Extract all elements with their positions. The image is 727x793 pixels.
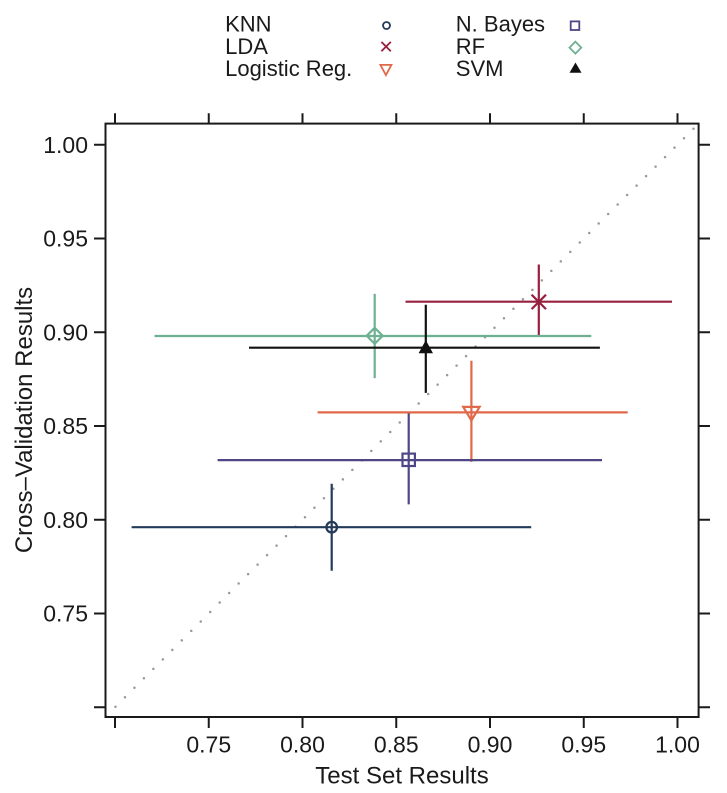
svg-text:0.80: 0.80 bbox=[43, 507, 88, 533]
svg-text:0.85: 0.85 bbox=[374, 732, 419, 758]
svg-text:KNN: KNN bbox=[225, 12, 271, 37]
svg-text:0.95: 0.95 bbox=[43, 226, 88, 252]
svg-text:Cross–Validation Results: Cross–Validation Results bbox=[11, 287, 38, 553]
svg-text:1.00: 1.00 bbox=[655, 732, 700, 758]
svg-text:1.00: 1.00 bbox=[43, 132, 88, 158]
svg-text:SVM: SVM bbox=[456, 56, 504, 81]
svg-text:0.75: 0.75 bbox=[186, 732, 231, 758]
svg-text:0.85: 0.85 bbox=[43, 413, 88, 439]
svg-text:RF: RF bbox=[456, 34, 485, 59]
svg-text:0.75: 0.75 bbox=[43, 601, 88, 627]
svg-text:Test Set Results: Test Set Results bbox=[315, 763, 488, 790]
svg-text:N. Bayes: N. Bayes bbox=[456, 12, 545, 37]
svg-text:0.80: 0.80 bbox=[280, 732, 325, 758]
svg-text:LDA: LDA bbox=[225, 34, 268, 59]
svg-text:0.90: 0.90 bbox=[468, 732, 513, 758]
svg-text:Logistic Reg.: Logistic Reg. bbox=[225, 56, 352, 81]
svg-text:0.95: 0.95 bbox=[561, 732, 606, 758]
svg-text:0.90: 0.90 bbox=[43, 319, 88, 345]
